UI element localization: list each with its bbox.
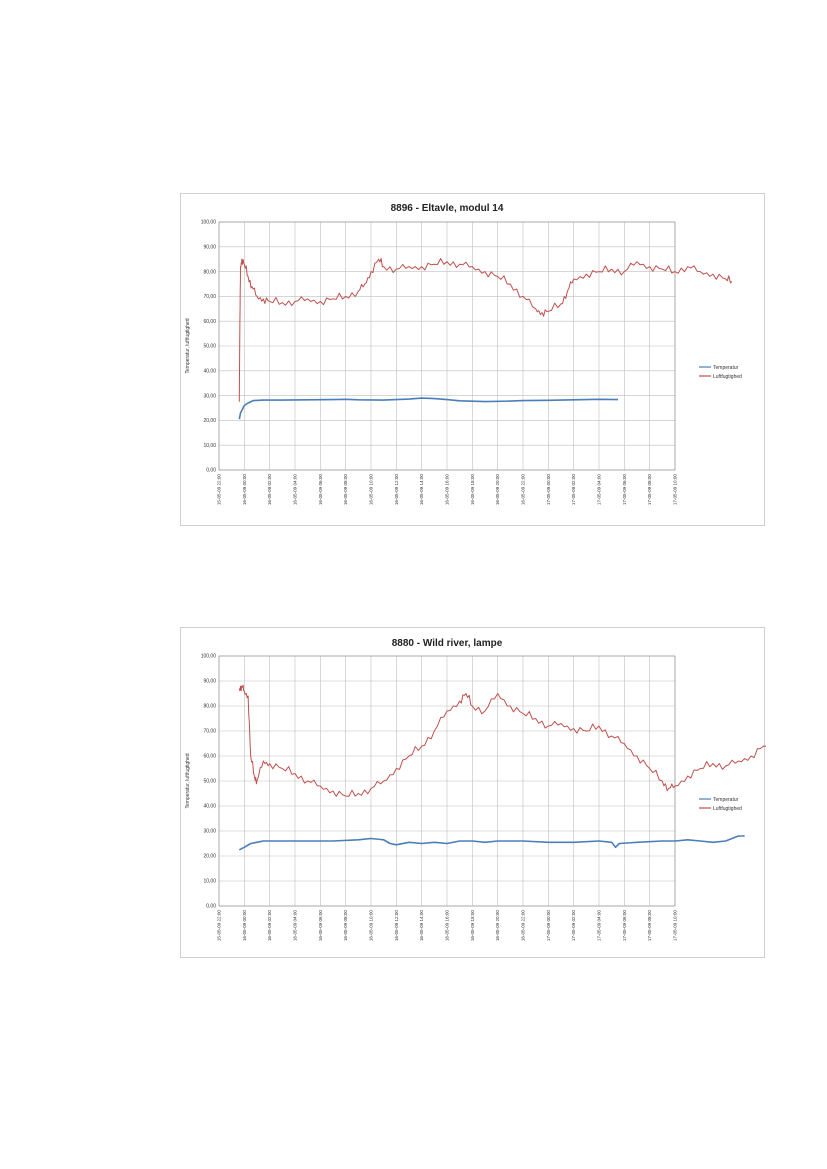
x-tick-label: 16-05-09 00:00 xyxy=(242,910,247,942)
y-tick-label: 60,00 xyxy=(203,319,216,325)
x-tick-label: 16-05-09 18:00 xyxy=(470,910,475,942)
legend-label-temperatur: Temperatur xyxy=(713,365,739,371)
y-tick-label: 30,00 xyxy=(203,829,216,835)
x-tick-label: 16-05-09 00:00 xyxy=(242,474,247,506)
x-tick-label: 16-05-09 14:00 xyxy=(419,474,424,506)
x-tick-label: 16-05-09 06:00 xyxy=(318,474,323,506)
x-tick-label: 16-05-09 20:00 xyxy=(495,474,500,506)
chart-wild-river: 8880 - Wild river, lampe 0,00 10,00 20,00 30… xyxy=(180,627,766,958)
chart-eltavle-svg: 8896 - Eltavle, modul 14 0,00 10,00 20,00 30… xyxy=(185,203,742,506)
series-line-luftfugtighed xyxy=(238,684,766,797)
x-tick-label: 17-05-09 02:00 xyxy=(571,910,576,942)
y-tick-label: 10,00 xyxy=(203,879,216,885)
y-tick-label: 50,00 xyxy=(203,779,216,785)
x-tick-label: 16-05-09 22:00 xyxy=(521,474,526,506)
series-line-temperatur xyxy=(238,397,619,420)
x-tick-label: 16-05-09 12:00 xyxy=(394,474,399,506)
x-tick-label: 15-05-09 22:00 xyxy=(217,910,222,942)
chart-title: 8880 - Wild river, lampe xyxy=(392,638,503,649)
x-tick-label: 16-05-09 04:00 xyxy=(293,474,298,506)
x-tick-label: 17-05-09 08:00 xyxy=(647,474,652,506)
x-tick-label: 16-05-09 16:00 xyxy=(445,474,450,506)
x-tick-label: 16-05-09 10:00 xyxy=(369,474,374,506)
series-line-luftfugtighed xyxy=(238,258,733,402)
y-tick-label: 40,00 xyxy=(203,369,216,375)
x-tick-label: 17-05-09 10:00 xyxy=(673,910,678,942)
x-tick-label: 17-05-09 04:00 xyxy=(597,910,602,942)
x-tick-label: 16-05-09 06:00 xyxy=(318,910,323,942)
x-tick-label: 15-05-09 22:00 xyxy=(217,474,222,506)
x-tick-label: 16-05-09 08:00 xyxy=(343,910,348,942)
plot-area xyxy=(218,655,676,907)
y-tick-label: 60,00 xyxy=(203,754,216,760)
series-line-temperatur xyxy=(238,835,745,851)
x-tick-label: 17-05-09 02:00 xyxy=(571,474,576,506)
y-tick-label: 0,00 xyxy=(206,468,216,474)
y-tick-label: 30,00 xyxy=(203,393,216,399)
x-tick-label: 16-05-09 02:00 xyxy=(267,910,272,942)
x-tick-label: 17-05-09 04:00 xyxy=(597,474,602,506)
x-tick-label: 17-05-09 08:00 xyxy=(647,910,652,942)
y-tick-label: 80,00 xyxy=(203,269,216,275)
y-axis-label: Temperatur, luftfugtighed xyxy=(185,318,191,373)
y-tick-label: 100,00 xyxy=(201,654,217,660)
y-tick-label: 90,00 xyxy=(203,679,216,685)
y-tick-label: 20,00 xyxy=(203,854,216,860)
x-tick-label: 16-05-09 22:00 xyxy=(521,910,526,942)
y-tick-label: 50,00 xyxy=(203,344,216,350)
y-tick-label: 0,00 xyxy=(206,904,216,910)
chart-title: 8896 - Eltavle, modul 14 xyxy=(391,203,504,214)
y-tick-label: 10,00 xyxy=(203,443,216,449)
x-tick-label: 16-05-09 14:00 xyxy=(419,910,424,942)
legend-label-luftfugtighed: Luftfugtighed xyxy=(713,806,742,812)
x-tick-label: 17-05-09 00:00 xyxy=(546,474,551,506)
x-tick-label: 16-05-09 02:00 xyxy=(267,474,272,506)
y-tick-label: 70,00 xyxy=(203,294,216,300)
plot-area xyxy=(218,221,676,471)
x-tick-label: 16-05-09 12:00 xyxy=(394,910,399,942)
x-tick-label: 16-05-09 16:00 xyxy=(445,910,450,942)
y-tick-label: 40,00 xyxy=(203,804,216,810)
y-tick-label: 90,00 xyxy=(203,245,216,251)
x-tick-label: 16-05-09 08:00 xyxy=(343,474,348,506)
x-tick-label: 16-05-09 20:00 xyxy=(495,910,500,942)
chart-wild-river-svg: 8880 - Wild river, lampe 0,00 10,00 20,00 30… xyxy=(185,638,766,942)
y-tick-label: 70,00 xyxy=(203,729,216,735)
legend-label-temperatur: Temperatur xyxy=(713,797,739,803)
x-tick-label: 17-05-09 10:00 xyxy=(673,474,678,506)
chart-eltavle: 8896 - Eltavle, modul 14 0,00 10,00 20,00 30… xyxy=(180,193,765,526)
x-tick-label: 17-05-09 06:00 xyxy=(622,474,627,506)
legend-label-luftfugtighed: Luftfugtighed xyxy=(713,374,742,380)
x-tick-label: 16-05-09 18:00 xyxy=(470,474,475,506)
x-tick-label: 17-05-09 06:00 xyxy=(622,910,627,942)
x-tick-label: 16-05-09 04:00 xyxy=(293,910,298,942)
y-tick-label: 100,00 xyxy=(201,220,217,226)
y-tick-label: 20,00 xyxy=(203,418,216,424)
x-tick-label: 16-05-09 10:00 xyxy=(369,910,374,942)
x-tick-label: 17-05-09 00:00 xyxy=(546,910,551,942)
y-tick-label: 80,00 xyxy=(203,704,216,710)
y-axis-label: Temperatur, luftfugtighed xyxy=(185,753,191,808)
